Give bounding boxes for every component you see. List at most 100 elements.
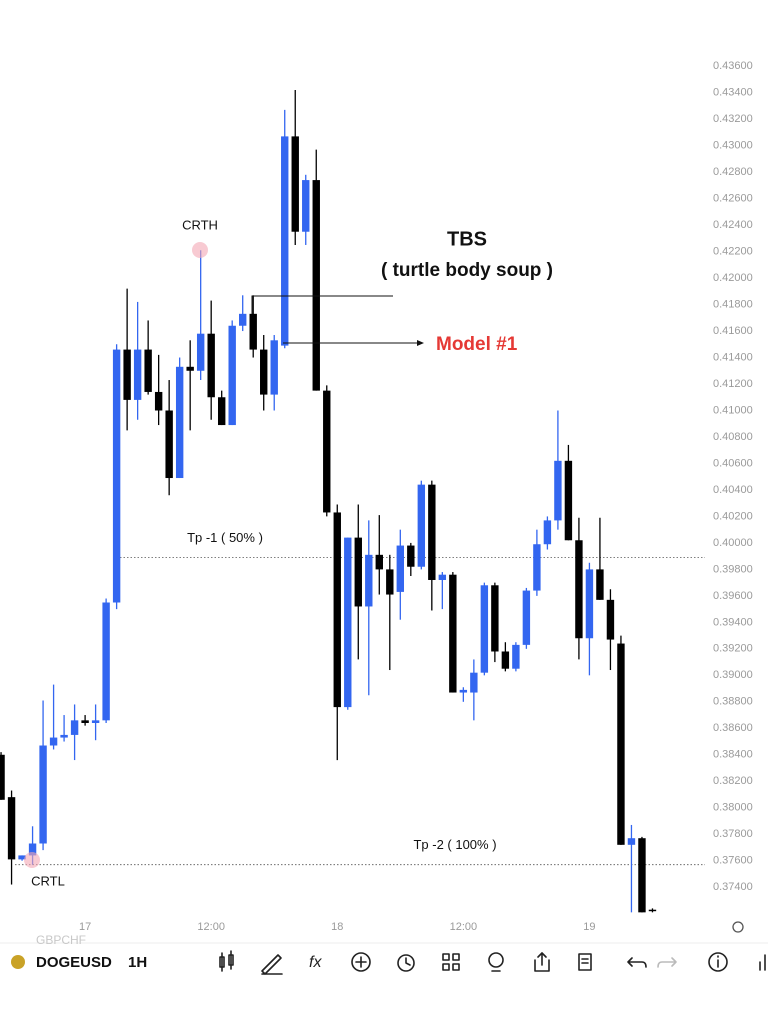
y-tick-label: 0.42600	[713, 193, 753, 205]
candle-body	[28, 843, 37, 856]
redo-icon[interactable]	[657, 957, 677, 968]
candle-body	[270, 340, 278, 395]
candle-body	[207, 333, 215, 398]
draw-icon[interactable]	[261, 954, 283, 975]
layout-icon[interactable]	[442, 953, 460, 971]
candle-body	[596, 569, 604, 600]
candle-body	[365, 554, 373, 607]
candle-body	[564, 460, 573, 541]
x-tick-label: 12:00	[197, 921, 225, 933]
y-tick-label: 0.38400	[713, 749, 753, 761]
candle-body	[217, 397, 226, 426]
candle-body	[228, 325, 236, 426]
candle-body	[617, 643, 625, 845]
candle-body	[459, 689, 468, 693]
y-tick-label: 0.39600	[713, 590, 753, 602]
y-tick-label: 0.38000	[713, 802, 753, 814]
settings-icon[interactable]	[732, 921, 744, 933]
candle-body	[49, 737, 58, 746]
candle-body	[81, 720, 89, 723]
x-tick-label: 12:00	[450, 921, 478, 933]
plot-area: 0.43600 0.43400 0.43200 0.43000 0.42800 0.426…	[0, 60, 753, 933]
annotation-model: Model #1	[436, 334, 518, 355]
candle-body	[354, 537, 362, 607]
candle-body	[70, 720, 79, 735]
y-tick-label: 0.37800	[713, 828, 753, 840]
y-tick-label: 0.43600	[713, 60, 753, 72]
watermark: GBPCHF	[36, 933, 86, 947]
y-tick-label: 0.39200	[713, 643, 753, 655]
more-icon[interactable]	[759, 954, 766, 971]
candles-icon[interactable]	[219, 950, 234, 972]
level-label: Tp -1 ( 50% )	[187, 530, 263, 545]
annotation: CRTL	[31, 873, 65, 888]
candle-body	[18, 855, 26, 860]
candle-body	[480, 585, 489, 673]
candle-body	[102, 602, 110, 721]
interval[interactable]: 1H	[128, 954, 147, 971]
candle-body	[0, 754, 5, 800]
candle-body	[417, 484, 426, 567]
y-tick-label: 0.40600	[713, 457, 753, 469]
y-tick-label: 0.38200	[713, 775, 753, 787]
symbol[interactable]: DOGEUSD	[36, 954, 112, 971]
candle-body	[302, 180, 310, 232]
candle-body	[186, 366, 194, 371]
y-tick-label: 0.41800	[713, 298, 753, 310]
fx-icon[interactable]: fx	[309, 954, 322, 971]
candle-body	[375, 554, 383, 570]
candle-body	[396, 545, 405, 592]
candle-body	[112, 349, 121, 603]
candle-body	[638, 838, 646, 913]
candle-body	[386, 569, 394, 595]
y-tick-label: 0.42200	[713, 245, 753, 257]
ideas-icon[interactable]	[488, 952, 504, 972]
candle-body	[344, 537, 352, 708]
candle-body	[470, 672, 478, 693]
notes-icon[interactable]	[578, 953, 592, 971]
x-tick-label: 17	[79, 921, 91, 933]
candle-body	[449, 574, 457, 693]
candle-body	[175, 366, 184, 479]
info-icon[interactable]	[708, 952, 728, 972]
y-tick-label: 0.43200	[713, 113, 753, 125]
candle-body	[39, 745, 47, 844]
candle-body	[239, 313, 247, 326]
undo-icon[interactable]	[627, 957, 647, 968]
y-tick-label: 0.39000	[713, 669, 753, 681]
candle-body	[60, 734, 68, 738]
candle-body	[291, 136, 299, 232]
y-tick-label: 0.42800	[713, 166, 753, 178]
candle-body	[522, 590, 531, 645]
y-tick-label: 0.40200	[713, 510, 753, 522]
marker	[24, 852, 40, 868]
candle-body	[312, 180, 320, 391]
y-tick-label: 0.40400	[713, 484, 753, 496]
candle-body	[7, 797, 16, 860]
alert-icon[interactable]	[397, 954, 415, 972]
candle-body	[323, 390, 331, 513]
y-tick-label: 0.43000	[713, 140, 753, 152]
y-tick-label: 0.38600	[713, 722, 753, 734]
candle-body	[133, 349, 142, 400]
y-tick-label: 0.39800	[713, 563, 753, 575]
y-tick-label: 0.41400	[713, 351, 753, 363]
x-tick-label: 19	[583, 921, 595, 933]
candle-body	[144, 349, 152, 392]
share-icon[interactable]	[534, 952, 550, 972]
candle-body	[606, 599, 615, 640]
candle-body	[249, 313, 257, 350]
y-tick-label: 0.40800	[713, 431, 753, 443]
candle-body	[260, 349, 268, 395]
y-tick-label: 0.41600	[713, 325, 753, 337]
add-icon[interactable]	[351, 952, 371, 972]
candle-body	[196, 333, 205, 371]
x-tick-label: 18	[331, 921, 343, 933]
candle-body	[543, 520, 552, 545]
candle-body	[491, 585, 499, 652]
candle-body	[333, 512, 341, 708]
y-tick-label: 0.40000	[713, 537, 753, 549]
candle-body	[512, 644, 520, 669]
